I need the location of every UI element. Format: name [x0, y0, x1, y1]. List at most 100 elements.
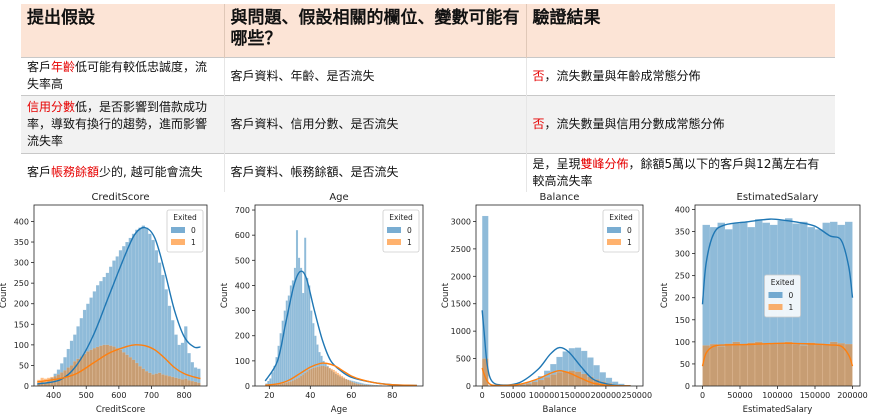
- legend: Exited 0 1: [382, 209, 420, 253]
- histogram-bar: [482, 215, 489, 386]
- x-tick-label: 700: [144, 391, 159, 400]
- y-tick-label: 0: [24, 382, 29, 391]
- histogram-bar: [829, 341, 838, 386]
- text-part: 是，呈現: [532, 156, 581, 171]
- x-axis-label: CreditScore: [96, 405, 145, 415]
- y-tick-label: 200: [14, 300, 29, 309]
- chart-title: EstimatedSalary: [737, 192, 819, 203]
- fields-cell: 客戶資料、年齡、是否流失: [224, 56, 527, 95]
- legend-swatch: [171, 227, 185, 233]
- y-tick-label: 300: [675, 250, 690, 259]
- y-tick-label: 1000: [451, 327, 471, 336]
- histogram-bar: [316, 366, 319, 386]
- result-cell: 否，流失數量與信用分數成常態分佈: [526, 94, 835, 153]
- histogram-bar: [314, 367, 317, 386]
- x-tick-label: 80: [387, 391, 397, 400]
- x-tick-label: 200000: [591, 391, 622, 400]
- histogram-bar: [318, 366, 321, 386]
- histogram-bar: [332, 369, 336, 386]
- plot-frame: [475, 204, 644, 387]
- histogram-bar: [269, 378, 272, 386]
- y-axis-label: Count: [660, 282, 670, 308]
- y-tick-label: 50: [19, 361, 29, 370]
- histogram-bar: [291, 380, 295, 386]
- y-tick-label: 300: [235, 307, 250, 316]
- plot-frame: [33, 204, 208, 387]
- histogram-bar: [131, 359, 136, 386]
- hypothesis-cell: 信用分數低，是否影響到借款成功率，導致有換行的趨勢，進而影響流失率: [21, 94, 225, 153]
- plot-area: [264, 229, 420, 386]
- text-part: ，餘額5萬以下的客戶與12萬左右有較高流失率: [532, 156, 820, 188]
- histogram-bar: [157, 262, 162, 386]
- histogram-bar: [161, 374, 165, 386]
- kde-line: [481, 367, 631, 386]
- x-tick-label: 500: [79, 391, 94, 400]
- histogram-bar: [112, 346, 116, 386]
- histogram-bar: [157, 372, 162, 386]
- y-tick-label: 100: [235, 357, 250, 366]
- x-tick-label: 150000: [560, 391, 591, 400]
- histogram-bar: [144, 371, 149, 386]
- text-part: 客戶: [27, 165, 52, 179]
- chart-panel: 20 40 60 80 0 100 200 300 400 500 600 700 Age Age Coun…: [220, 192, 424, 415]
- histogram-bar: [308, 285, 311, 386]
- histogram-bar: [717, 346, 726, 386]
- histogram-bar: [293, 379, 297, 386]
- table-row: 客戶帳務餘額少的, 越可能會流失 客戶資料、帳務餘額、是否流失 是，呈現雙峰分佈…: [21, 152, 835, 192]
- histogram-bar: [151, 239, 155, 386]
- histogram-bar: [574, 371, 582, 386]
- x-tick-label: 40: [305, 391, 315, 400]
- header-hypothesis: 提出假設: [21, 4, 225, 57]
- legend-swatch: [768, 304, 783, 310]
- text-part: 少的, 越可能會流失: [99, 165, 203, 179]
- x-tick-label: 800: [177, 391, 192, 400]
- histogram-bar: [739, 343, 748, 386]
- histogram-bar: [167, 375, 172, 386]
- x-tick-label: 200000: [837, 391, 868, 400]
- legend-title: Exited: [771, 278, 795, 287]
- highlight-text: 帳務餘額: [51, 165, 100, 179]
- kde-line: [37, 226, 201, 385]
- hypothesis-cell: 客戶年齡低可能有較低忠誠度，流失率高: [21, 56, 225, 95]
- kde-line: [37, 344, 201, 383]
- y-tick-label: 3000: [451, 217, 471, 226]
- x-tick-label: 250000: [622, 391, 653, 400]
- legend-label: 1: [789, 303, 794, 312]
- y-tick-label: 150: [675, 316, 690, 325]
- histogram-bar: [293, 267, 297, 386]
- histogram-bar: [724, 343, 733, 386]
- histogram-bar: [353, 382, 356, 386]
- histogram-bar: [295, 378, 299, 386]
- kde-line: [265, 362, 417, 386]
- histogram-bar: [324, 366, 327, 386]
- y-tick-label: 400: [14, 217, 29, 226]
- histogram-bar: [197, 382, 201, 386]
- x-axis-label: Age: [331, 405, 347, 415]
- y-tick-label: 400: [235, 281, 250, 290]
- x-tick-label: 100000: [529, 391, 560, 400]
- kde-line: [481, 310, 631, 386]
- legend: Exited 0 1: [764, 274, 801, 318]
- legend-title: Exited: [389, 213, 413, 222]
- x-axis-label: EstimatedSalary: [743, 405, 813, 415]
- histogram-bar: [285, 382, 288, 386]
- histogram-bar: [283, 310, 286, 386]
- histogram-bar: [125, 354, 129, 386]
- text-part: ，流失數量與年齡成常態分佈: [544, 68, 701, 83]
- highlight-text: 否: [532, 68, 545, 83]
- histogram-bar: [105, 344, 110, 386]
- legend-label: 0: [789, 291, 794, 300]
- histogram-bar: [154, 250, 159, 386]
- table-row: 信用分數低，是否影響到借款成功率，導致有換行的趨勢，進而影響流失率 客戶資料、信…: [21, 94, 835, 153]
- x-tick-label: 50000: [727, 391, 752, 400]
- histogram-bar: [310, 368, 313, 386]
- histogram-bar: [102, 344, 106, 386]
- histogram-bar: [287, 381, 290, 386]
- histogram-bar: [304, 372, 307, 386]
- histogram-bar: [190, 380, 195, 386]
- header-verification-result: 驗證結果: [526, 4, 835, 57]
- histogram-bar: [95, 346, 100, 386]
- x-tick-label: 0: [480, 391, 485, 400]
- histogram-bar: [301, 374, 305, 386]
- histogram-bar: [154, 373, 159, 386]
